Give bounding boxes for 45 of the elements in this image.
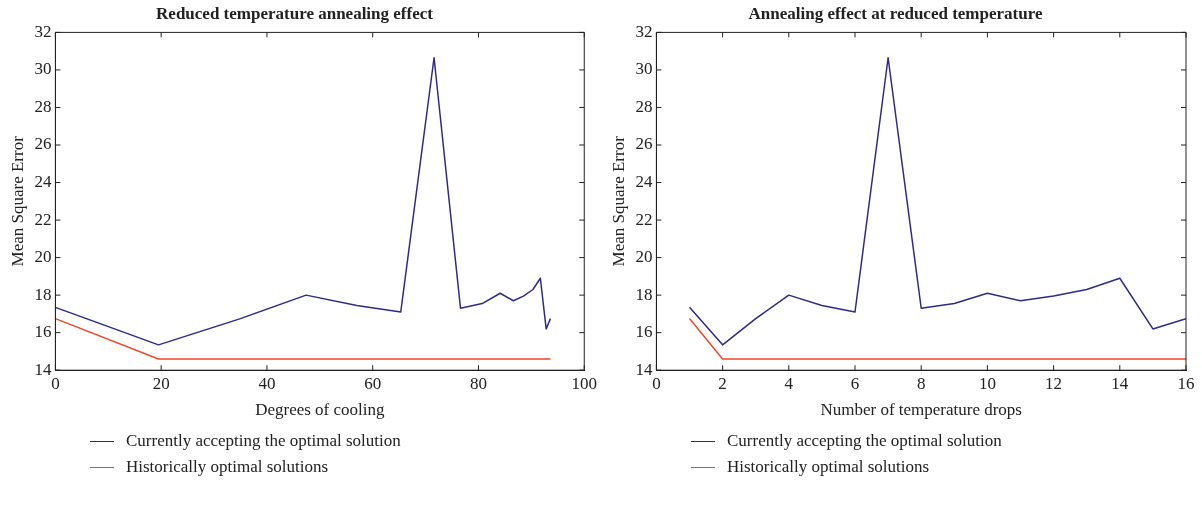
- x-tick-label: 60: [364, 373, 382, 393]
- y-tick-label: 18: [635, 284, 653, 304]
- y-tick-label: 30: [635, 59, 653, 79]
- legend-label: Historically optimal solutions: [126, 457, 329, 477]
- y-tick-label: 32: [635, 21, 653, 41]
- chart-title: Annealing effect at reduced temperature: [748, 3, 1043, 23]
- chart-title: Reduced temperature annealing effect: [156, 3, 434, 23]
- y-tick-label: 24: [34, 172, 52, 191]
- x-tick-label: 0: [652, 373, 661, 393]
- x-tick-label: 6: [850, 373, 860, 393]
- y-axis-title: Mean Square Error: [7, 135, 27, 267]
- y-tick-label: 26: [34, 134, 52, 154]
- x-tick-label: 4: [784, 373, 794, 393]
- y-tick-label: 14: [635, 359, 653, 379]
- x-axis-title: Number of temperature drops: [820, 400, 1022, 420]
- y-tick-label: 26: [635, 134, 653, 154]
- y-tick-label: 18: [34, 284, 52, 304]
- y-tick-label: 30: [34, 59, 52, 79]
- x-tick-label: 100: [571, 373, 597, 393]
- x-tick-label: 0: [51, 373, 60, 393]
- x-tick-label: 20: [152, 373, 170, 393]
- y-tick-label: 16: [34, 322, 52, 342]
- y-axis-title: Mean Square Error: [608, 135, 628, 267]
- y-tick-label: 14: [34, 359, 52, 379]
- x-tick-label: 14: [1111, 373, 1129, 393]
- legend-label: Historically optimal solutions: [727, 457, 930, 477]
- y-tick-label: 16: [635, 322, 653, 342]
- x-tick-label: 16: [1177, 373, 1195, 393]
- legend-label: Currently accepting the optimal solution: [126, 431, 401, 451]
- x-tick-label: 2: [718, 373, 727, 393]
- y-tick-label: 22: [635, 209, 653, 229]
- y-tick-label: 20: [635, 247, 653, 267]
- x-tick-label: 80: [469, 373, 487, 393]
- y-tick-label: 24: [635, 172, 653, 191]
- y-tick-label: 22: [34, 209, 52, 229]
- x-axis-title: Degrees of cooling: [255, 400, 385, 420]
- y-tick-label: 28: [34, 96, 52, 116]
- y-tick-label: 20: [34, 247, 52, 267]
- x-tick-label: 40: [258, 373, 276, 393]
- x-tick-label: 12: [1045, 373, 1063, 393]
- y-tick-label: 32: [34, 21, 52, 41]
- legend-label: Currently accepting the optimal solution: [727, 431, 1002, 451]
- x-tick-label: 8: [916, 373, 926, 393]
- x-tick-label: 10: [978, 373, 996, 393]
- y-tick-label: 28: [635, 96, 653, 116]
